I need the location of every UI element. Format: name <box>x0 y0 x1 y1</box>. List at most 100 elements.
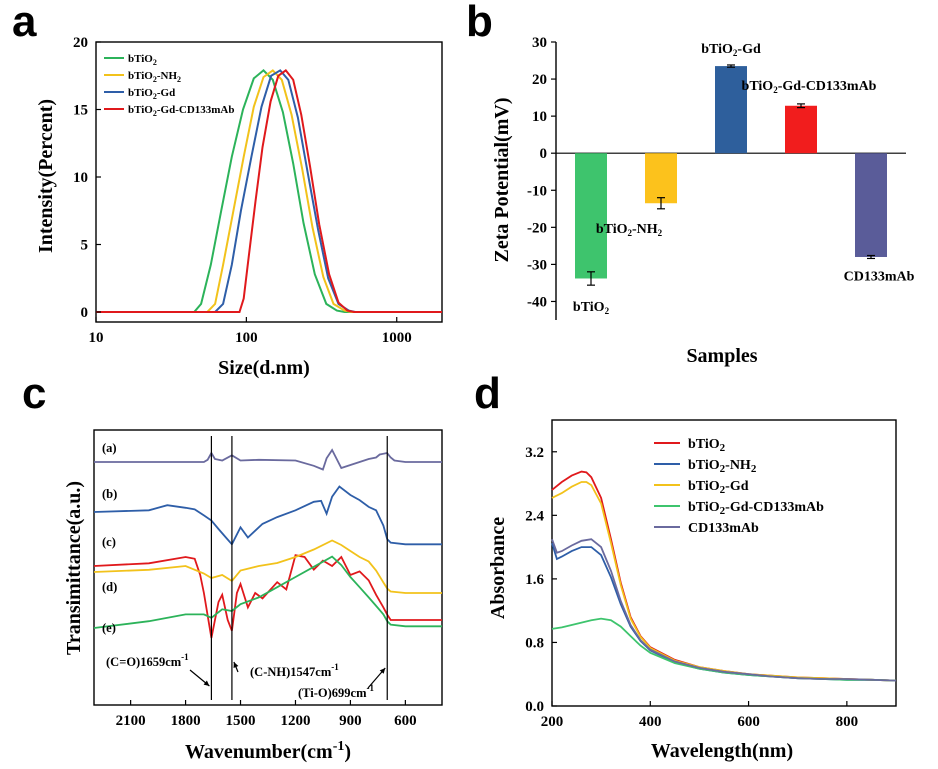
chart-c-series-group <box>93 448 442 639</box>
chart-d-series-group <box>551 470 897 682</box>
chart-c-xtick-label: 900 <box>339 713 362 729</box>
chart-a-legend-label: bTiO2-Gd <box>128 87 175 101</box>
chart-c-curve-label: (c) <box>102 535 116 549</box>
chart-c-xlabel: Wavenumber(cm-1) <box>185 739 351 763</box>
chart-b-category-label: bTiO2-NH2 <box>596 222 663 238</box>
chart-b-category-label: CD133mAb <box>844 269 915 284</box>
chart-d-ytick-label: 1.6 <box>525 572 544 588</box>
chart-d-legend-label: CD133mAb <box>688 521 759 536</box>
chart-a-ytick-label: 5 <box>81 238 89 254</box>
chart-a-series-line <box>96 69 442 313</box>
chart-d-xlabel: Wavelength(nm) <box>651 740 793 762</box>
chart-a-legend-label: bTiO2-Gd-CD133mAb <box>128 104 235 118</box>
chart-d-legend-label: bTiO2-NH2 <box>688 458 757 475</box>
chart-c-xtick-label: 2100 <box>116 713 146 729</box>
chart-b-bars <box>575 64 887 286</box>
chart-b-ticks: -40 -30 -20 -10 0 10 20 30 <box>527 35 556 310</box>
chart-b-ytick-label: -10 <box>527 183 547 199</box>
chart-c-curve-label: (e) <box>102 621 116 635</box>
chart-a-xtick-label: 100 <box>235 330 258 346</box>
chart-c-annotation: (C=O)1659cm-1 <box>106 652 189 669</box>
chart-d-ytick-label: 0.8 <box>525 635 544 651</box>
chart-d-legend-label: bTiO2 <box>688 437 726 454</box>
chart-c-arrowhead <box>379 668 386 674</box>
chart-d-xtick-label: 800 <box>836 714 859 730</box>
chart-a-ticks: 10 100 1000 0 5 10 15 20 <box>73 35 412 346</box>
chart-d-series-line <box>551 542 897 682</box>
chart-b-bar <box>855 153 887 257</box>
chart-d-series-line <box>551 538 897 682</box>
chart-a-ylabel: Intensity(Percent) <box>35 99 57 253</box>
chart-b-bar <box>785 105 817 154</box>
chart-c-xtick-label: 1800 <box>171 713 201 729</box>
chart-b-category-label: bTiO2 <box>573 300 610 316</box>
chart-d-legend: bTiO2 bTiO2-NH2 bTiO2-Gd bTiO2-Gd-CD133mAb C… <box>654 437 824 536</box>
chart-c-annotation: (Ti-O)699cm-1 <box>298 683 375 700</box>
chart-c-frame <box>93 429 443 706</box>
chart-c-curve-labels: (a) (b) (c) (d) (e) <box>102 441 117 635</box>
chart-a: 10 100 1000 0 5 10 15 20 bTiO2 bTiO2-NH2 bTiO2-Gd… <box>35 35 443 379</box>
chart-a-ytick-label: 0 <box>81 305 89 321</box>
chart-b-ytick-label: 0 <box>540 146 548 162</box>
chart-b-ytick-label: -20 <box>527 220 547 236</box>
chart-a-xlabel: Size(d.nm) <box>218 357 310 379</box>
chart-a-series-line <box>96 69 442 313</box>
chart-c-ylabel: Transimittance(a.u.) <box>63 481 85 655</box>
chart-d-ticks: 200 400 600 800 0.0 0.8 1.6 2.4 3.2 <box>525 445 858 730</box>
chart-a-xtick-label: 1000 <box>382 330 412 346</box>
chart-b-bar <box>645 153 677 204</box>
chart-d-ytick-label: 3.2 <box>525 445 544 461</box>
panel-label-a: a <box>12 0 37 46</box>
chart-b-category-label: bTiO2-Gd <box>701 42 761 58</box>
chart-c-xtick-label: 1200 <box>280 713 310 729</box>
chart-c-xtick-label: 600 <box>394 713 417 729</box>
chart-c-ticks: 2100 1800 1500 1200 900 600 <box>116 700 417 729</box>
chart-b-bar <box>575 153 607 279</box>
chart-b-ytick-label: -40 <box>527 294 547 310</box>
chart-c-curve-label: (a) <box>102 441 117 455</box>
chart-a-legend-label: bTiO2 <box>128 53 157 67</box>
chart-d-xtick-label: 400 <box>639 714 662 730</box>
chart-b-bar <box>715 66 747 154</box>
panel-label-c: c <box>22 369 46 418</box>
chart-c-reference-lines <box>210 436 388 700</box>
chart-c-series-line <box>93 485 442 546</box>
chart-b-ytick-label: -30 <box>527 257 547 273</box>
chart-a-series-line <box>96 69 442 313</box>
chart-b-ylabel: Zeta Potential(mV) <box>491 98 513 263</box>
panel-label-b: b <box>466 0 493 46</box>
chart-c-series-line <box>93 539 442 594</box>
chart-c-annotation: (C-NH)1547cm-1 <box>250 662 339 679</box>
chart-a-legend-label: bTiO2-NH2 <box>128 70 181 84</box>
chart-d-legend-label: bTiO2-Gd <box>688 479 749 496</box>
chart-a-series-group <box>96 69 442 313</box>
chart-d-xtick-label: 600 <box>737 714 760 730</box>
chart-b-category-label: bTiO2-Gd-CD133mAb <box>742 79 877 95</box>
chart-a-ytick-label: 15 <box>73 103 88 119</box>
panel-label-d: d <box>474 369 501 418</box>
chart-d-ytick-label: 2.4 <box>525 508 544 524</box>
chart-a-frame <box>95 41 443 323</box>
chart-d: 200 400 600 800 0.0 0.8 1.6 2.4 3.2 bTiO2 bTiO2-N… <box>487 419 897 762</box>
chart-c: 2100 1800 1500 1200 900 600 (a) (b) (c) (d) (e) (… <box>63 429 443 763</box>
chart-c-arrowhead <box>203 680 210 686</box>
chart-c-xtick-label: 1500 <box>226 713 256 729</box>
chart-b-xlabel: Samples <box>686 345 757 367</box>
chart-c-annotations: (C=O)1659cm-1 (C-NH)1547cm-1 (Ti-O)699cm-1 <box>106 652 386 700</box>
chart-a-xtick-label: 10 <box>89 330 104 346</box>
chart-b-category-labels: bTiO2 bTiO2-NH2 bTiO2-Gd bTiO2-Gd-CD133mAb C… <box>573 42 915 316</box>
chart-c-curve-label: (b) <box>102 487 117 501</box>
chart-c-curve-label: (d) <box>102 580 117 594</box>
chart-d-xtick-label: 200 <box>541 714 564 730</box>
chart-d-frame <box>551 419 897 707</box>
chart-b-ytick-label: 20 <box>532 72 547 88</box>
chart-d-series-line <box>551 470 897 682</box>
chart-b-ytick-label: 30 <box>532 35 547 51</box>
chart-c-series-line <box>93 555 442 629</box>
chart-b: -40 -30 -20 -10 0 10 20 30 bTiO2 bTiO2-NH2 bTiO2-… <box>491 35 915 367</box>
chart-a-ytick-label: 10 <box>73 170 88 186</box>
chart-c-series-line <box>93 554 442 639</box>
chart-d-ylabel: Absorbance <box>487 517 509 619</box>
chart-a-ytick-label: 20 <box>73 35 88 51</box>
